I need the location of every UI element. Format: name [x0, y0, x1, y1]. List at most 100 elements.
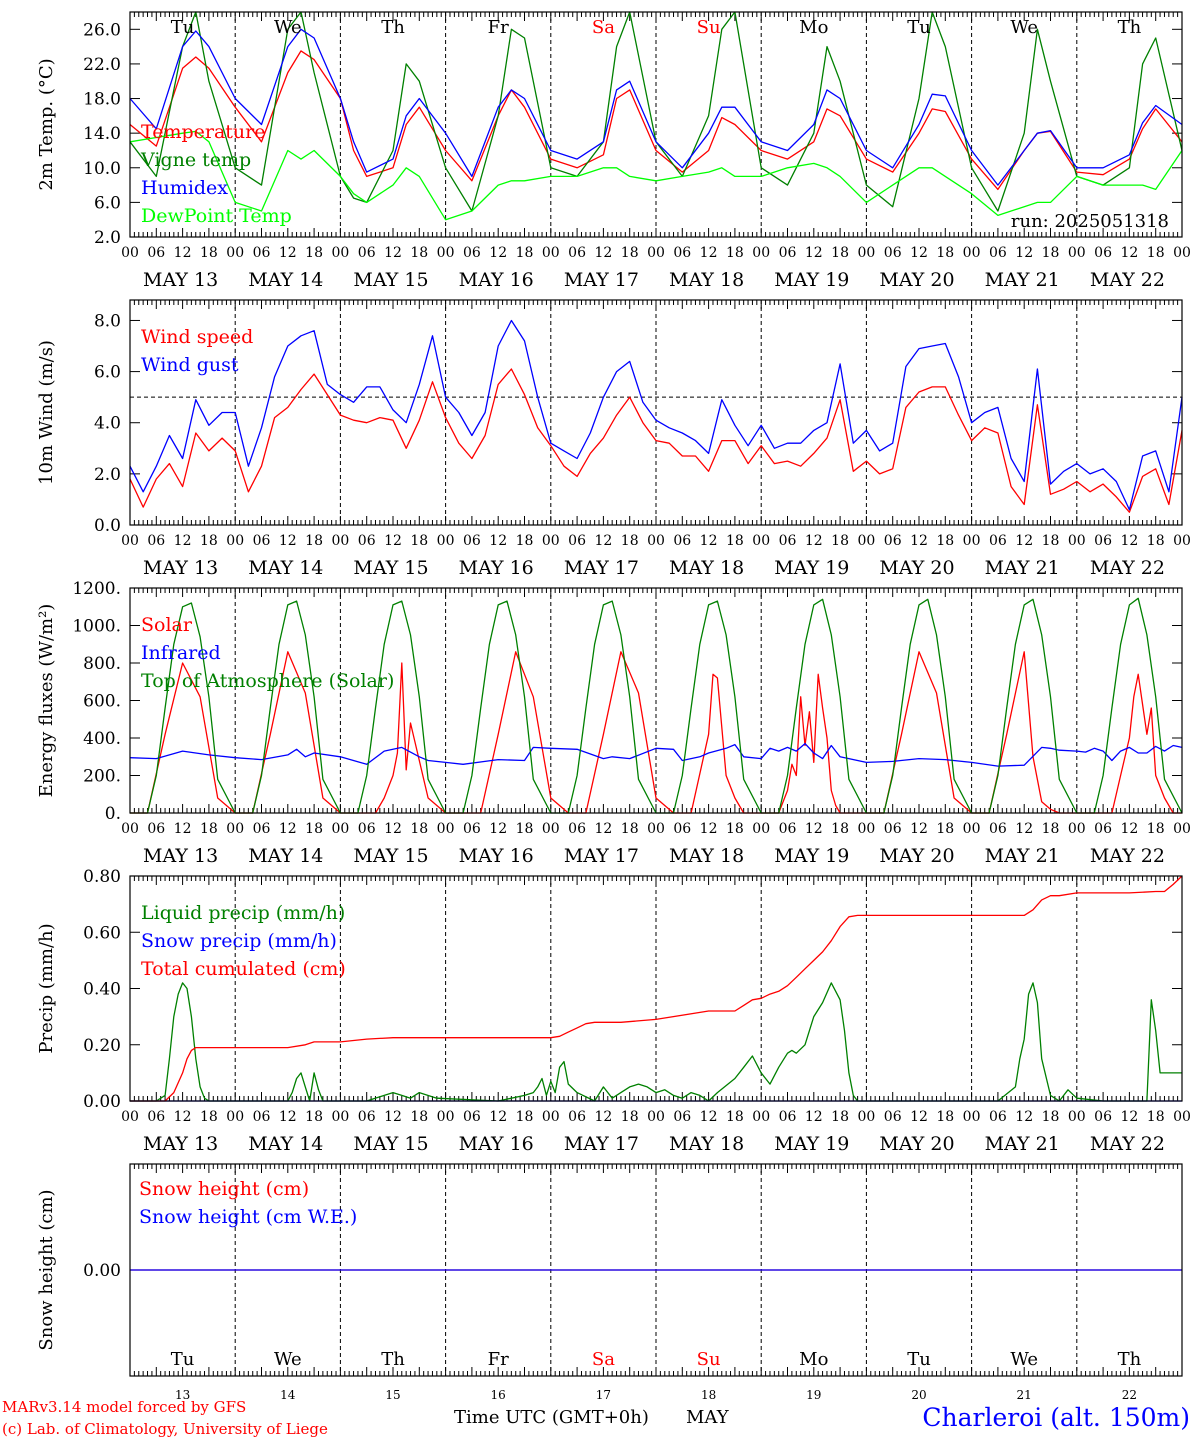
hour-tick-label: 00	[331, 821, 349, 837]
hour-tick-label: 18	[410, 533, 428, 549]
weekday-label: We	[1010, 17, 1038, 38]
lab-credit: (c) Lab. of Climatology, University of L…	[2, 1420, 328, 1438]
hour-tick-label: 00	[331, 533, 349, 549]
hour-tick-label: 06	[989, 821, 1007, 837]
y-axis-title: 2m Temp. (°C)	[36, 58, 57, 190]
hour-tick-label: 18	[410, 245, 428, 261]
date-label: MAY 19	[774, 845, 849, 867]
series-line-1	[129, 742, 1183, 767]
weekday-label: Mo	[799, 17, 828, 38]
hour-tick-label: 06	[253, 245, 271, 261]
y-tick-label: 200.	[83, 767, 121, 787]
date-label: MAY 17	[564, 269, 639, 291]
hour-tick-label: 12	[700, 1109, 718, 1125]
legend-entry: Top of Atmosphere (Solar)	[141, 670, 394, 692]
y-axis-title: Precip (mm/h)	[36, 923, 57, 1053]
hour-tick-label: 00	[963, 821, 981, 837]
hour-tick-label: 00	[1068, 245, 1086, 261]
hour-tick-label: 00	[121, 821, 139, 837]
hour-tick-label: 00	[437, 245, 455, 261]
hour-tick-label: 06	[884, 245, 902, 261]
hour-tick-label: 12	[910, 245, 928, 261]
hour-tick-label: 06	[568, 533, 586, 549]
weekday-label: Tu	[171, 1349, 195, 1370]
hour-tick-label: 06	[147, 1109, 165, 1125]
hour-tick-label: 06	[358, 821, 376, 837]
hour-tick-label: 18	[516, 245, 534, 261]
hour-tick-label: 00	[226, 821, 244, 837]
hour-tick-label: 18	[1147, 1109, 1165, 1125]
hour-tick-label: 12	[910, 533, 928, 549]
hour-tick-label: 18	[1147, 533, 1165, 549]
date-label: MAY 14	[248, 269, 323, 291]
hour-tick-label: 00	[121, 1109, 139, 1125]
date-label: MAY 13	[143, 845, 218, 867]
hour-tick-label: 18	[1042, 1109, 1060, 1125]
hour-tick-label: 12	[805, 1109, 823, 1125]
hour-tick-label: 06	[463, 245, 481, 261]
date-label: MAY 18	[669, 845, 744, 867]
weekday-label: Th	[1118, 1349, 1142, 1370]
hour-tick-label: 12	[1015, 821, 1033, 837]
y-tick-label: 22.0	[83, 55, 121, 75]
day-number: 17	[596, 1388, 611, 1402]
hour-tick-label: 12	[174, 821, 192, 837]
day-number: 14	[280, 1388, 296, 1402]
hour-tick-label: 12	[805, 245, 823, 261]
plot-frame	[129, 11, 1183, 238]
weekday-label: Th	[381, 17, 405, 38]
y-tick-label: 0.0	[94, 516, 121, 536]
hour-tick-label: 18	[621, 821, 639, 837]
y-tick-label: 0.00	[83, 1261, 121, 1281]
y-tick-label: 2.0	[94, 228, 121, 248]
hour-tick-label: 18	[305, 1109, 323, 1125]
hour-tick-label: 18	[936, 1109, 954, 1125]
hour-tick-label: 06	[463, 1109, 481, 1125]
hour-tick-label: 18	[831, 821, 849, 837]
hour-tick-label: 12	[489, 245, 507, 261]
legend-entry: Liquid precip (mm/h)	[141, 902, 345, 924]
hour-tick-label: 12	[279, 1109, 297, 1125]
hour-tick-label: 00	[752, 821, 770, 837]
hour-tick-label: 06	[253, 533, 271, 549]
hour-tick-label: 18	[1042, 533, 1060, 549]
hour-tick-label: 06	[1094, 821, 1112, 837]
hour-tick-label: 12	[384, 1109, 402, 1125]
y-tick-label: 6.0	[94, 363, 121, 383]
hour-tick-label: 00	[752, 533, 770, 549]
hour-tick-label: 00	[542, 245, 560, 261]
hour-tick-label: 06	[884, 821, 902, 837]
hour-tick-label: 00	[647, 821, 665, 837]
plot-frame	[129, 587, 1183, 814]
legend-entry: DewPoint Temp	[141, 205, 292, 227]
date-label: MAY 15	[353, 1133, 428, 1155]
date-label: MAY 22	[1090, 557, 1165, 579]
hour-tick-label: 00	[647, 1109, 665, 1125]
hour-tick-label: 18	[200, 821, 218, 837]
hour-tick-label: 18	[831, 1109, 849, 1125]
hour-tick-label: 00	[752, 1109, 770, 1125]
date-label: MAY 21	[985, 269, 1060, 291]
hour-tick-label: 00	[226, 245, 244, 261]
date-label: MAY 22	[1090, 845, 1165, 867]
y-tick-label: 4.0	[94, 414, 121, 434]
legend-entry: Wind gust	[141, 354, 239, 376]
hour-tick-label: 00	[857, 821, 875, 837]
hour-tick-label: 18	[621, 245, 639, 261]
y-axis-title: Snow height (cm)	[36, 1189, 57, 1350]
date-label: MAY 17	[564, 845, 639, 867]
weekday-label: Th	[381, 1349, 405, 1370]
hour-tick-label: 18	[1042, 245, 1060, 261]
hour-tick-label: 00	[963, 1109, 981, 1125]
date-label: MAY 21	[985, 1133, 1060, 1155]
y-tick-label: 1200.	[72, 579, 121, 599]
hour-tick-label: 00	[331, 1109, 349, 1125]
hour-tick-label: 00	[331, 245, 349, 261]
day-number: 21	[1017, 1388, 1032, 1402]
weekday-label: Fr	[488, 17, 509, 38]
hour-tick-label: 18	[726, 1109, 744, 1125]
hour-tick-label: 00	[647, 533, 665, 549]
hour-tick-label: 06	[568, 821, 586, 837]
plot-frame	[129, 875, 1183, 1102]
date-label: MAY 14	[248, 557, 323, 579]
